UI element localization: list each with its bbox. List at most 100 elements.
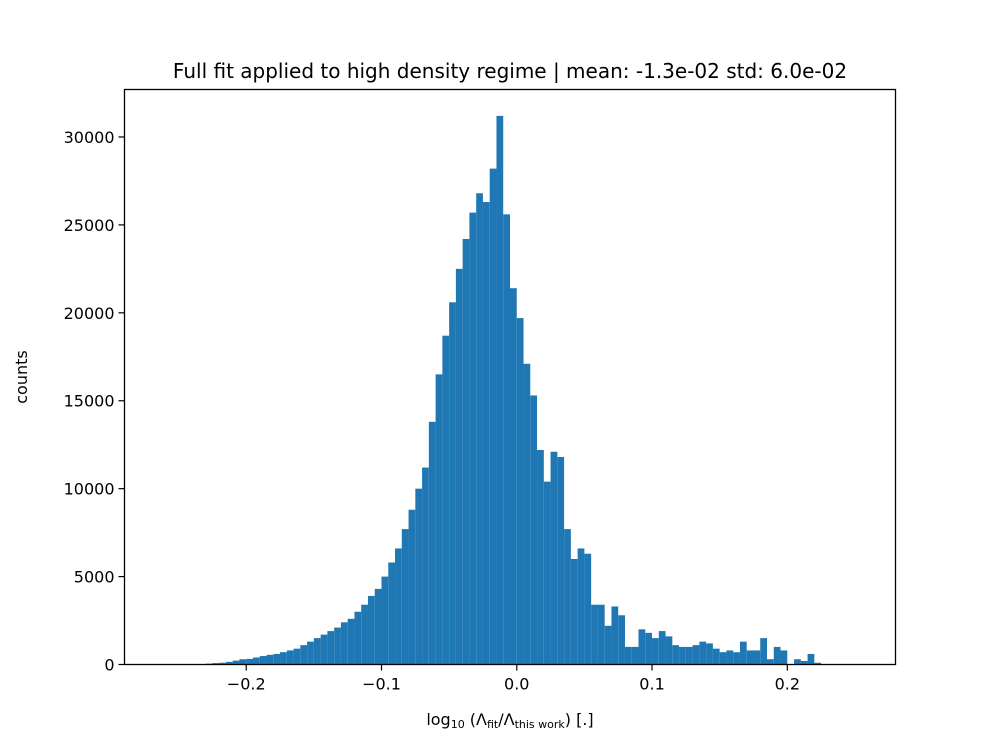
histogram-bar [422, 467, 429, 665]
histogram-bar [597, 604, 605, 665]
chart-title: Full fit applied to high density regime … [173, 59, 847, 83]
histogram-bar [719, 652, 727, 665]
histogram-bar [665, 636, 673, 665]
histogram-bar [672, 645, 680, 665]
plot-frame [123, 88, 897, 666]
histogram-bar [381, 576, 389, 665]
histogram-bar [773, 646, 781, 665]
histogram-bar [591, 604, 598, 665]
histogram-bar [286, 650, 294, 665]
histogram-bar [746, 650, 754, 665]
histogram-bar [293, 648, 301, 665]
histogram-bar [814, 662, 822, 665]
histogram-bar [347, 618, 355, 665]
histogram-bar [739, 641, 747, 665]
histogram-bar [604, 625, 612, 665]
histogram-bar [570, 559, 578, 665]
histogram-bar [800, 660, 808, 665]
y-tick-label: 0 [104, 656, 114, 675]
x-axis-label: log10 (Λfit/Λthis work) [.] [426, 710, 593, 731]
histogram-bar [253, 657, 260, 665]
histogram-bar [584, 553, 592, 665]
x-label-open: (Λ [465, 710, 487, 729]
x-label-mid: /Λ [498, 710, 514, 729]
histogram-bar [733, 652, 740, 665]
histogram-bar [510, 288, 517, 665]
histogram-bar [726, 650, 734, 665]
y-tick-label: 25000 [64, 216, 115, 235]
x-axis-ticks: −0.2 −0.1 0.0 0.1 0.2 [227, 664, 800, 694]
y-tick-label: 5000 [74, 568, 115, 587]
histogram-bar [685, 646, 693, 665]
x-label-prefix: log [426, 710, 450, 729]
histogram-bar [388, 562, 396, 665]
histogram-bar [712, 648, 720, 665]
histogram-bar [557, 457, 565, 665]
x-tick-label: 0.2 [775, 675, 800, 694]
histogram-bar [266, 654, 274, 665]
histogram-bar [807, 653, 815, 665]
histogram-bar [225, 661, 233, 665]
histogram-bar [212, 663, 220, 665]
x-tick-label: −0.2 [227, 675, 266, 694]
y-tick-label: 10000 [64, 480, 115, 499]
y-tick-label: 15000 [64, 392, 115, 411]
histogram-bar [435, 374, 443, 665]
histogram-bar [767, 659, 774, 665]
histogram-bar [280, 652, 287, 665]
histogram-bar [367, 595, 375, 665]
histogram-bar [219, 662, 226, 665]
histogram-bar [753, 650, 761, 665]
y-axis-label: counts [12, 350, 31, 403]
histogram-bar [334, 627, 341, 665]
y-axis-ticks: 0 5000 10000 15000 20000 25000 30000 [64, 128, 125, 675]
histogram-bar [496, 115, 504, 665]
histogram-bar [374, 588, 382, 665]
histogram-bar [232, 660, 240, 665]
histogram-bar [455, 268, 463, 665]
x-label-sub-fit: fit [487, 718, 499, 731]
histogram-bar [706, 643, 713, 665]
histogram-bar [543, 481, 551, 665]
histogram-bar [577, 548, 585, 665]
histogram-bar [489, 168, 497, 665]
histogram-bar [794, 659, 801, 665]
histogram-bar [645, 632, 653, 665]
y-tick-label: 20000 [64, 304, 115, 323]
histogram-bar [415, 488, 423, 665]
histogram-bar [273, 653, 281, 665]
x-tick-label: 0.0 [504, 675, 529, 694]
histogram-bar [564, 529, 571, 665]
histogram-bar [550, 451, 558, 665]
histogram-bar [516, 318, 524, 665]
histogram-bar [340, 622, 348, 665]
histogram-bar [320, 634, 328, 665]
histogram-bar [354, 611, 362, 665]
x-label-sub-this-work: this work [515, 718, 566, 731]
histogram-bar [395, 548, 402, 665]
histogram-bar [239, 659, 247, 665]
histogram-bar [408, 509, 416, 665]
histogram-bar [523, 363, 531, 665]
histogram-bar [692, 645, 700, 665]
histogram-bars [198, 115, 822, 665]
histogram-bar [300, 645, 308, 665]
histogram-bar [469, 212, 477, 665]
histogram-bar [611, 606, 619, 665]
histogram-bar [699, 641, 707, 665]
histogram-bar [307, 641, 314, 665]
x-tick-label: 0.1 [639, 675, 664, 694]
histogram-bar [658, 631, 666, 665]
histogram-bar [442, 335, 450, 665]
histogram-bar [259, 656, 267, 665]
histogram-bar [476, 193, 483, 665]
histogram-bar [760, 638, 767, 665]
histogram-bar [401, 529, 409, 665]
histogram-bar [313, 638, 321, 665]
x-label-close: ) [.] [565, 710, 594, 729]
histogram-bar [327, 631, 335, 665]
histogram-bar [624, 646, 632, 665]
histogram-bar [530, 395, 538, 665]
histogram-bar [652, 638, 659, 665]
